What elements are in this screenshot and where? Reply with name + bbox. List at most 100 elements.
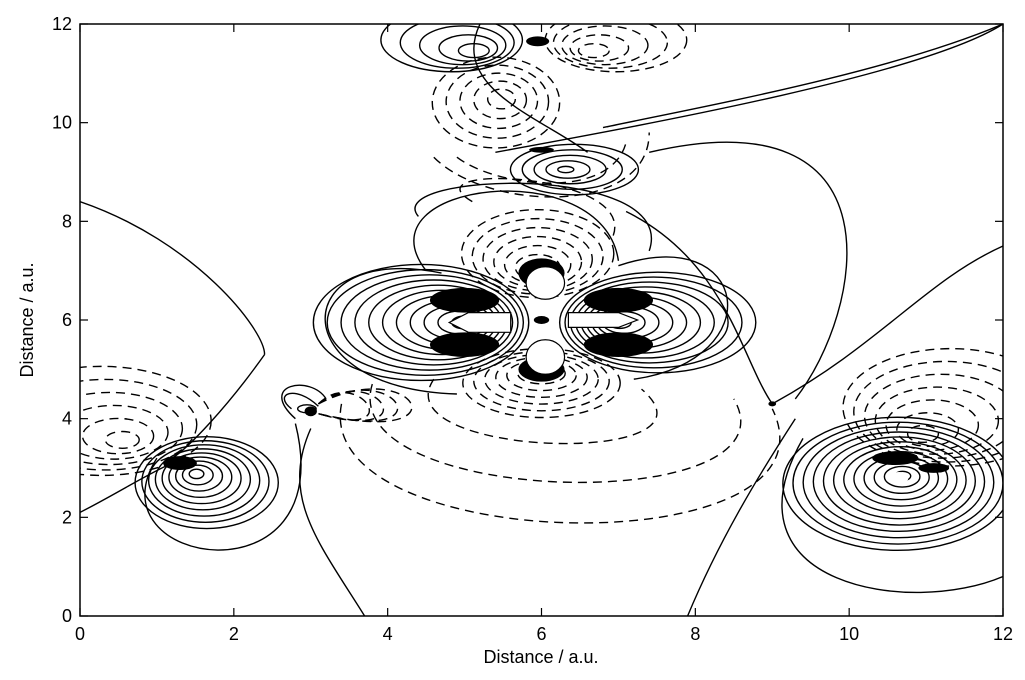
- nucleus-cusp: [533, 316, 550, 324]
- contour-small-atom: [317, 391, 370, 421]
- contour-top-atom: [577, 43, 610, 59]
- contour-right-atom: [832, 441, 967, 520]
- nucleus-cusp: [163, 456, 197, 470]
- contour-left-dashed: [80, 391, 184, 466]
- contour-boundary: [80, 462, 173, 514]
- contour-top-lobe: [493, 235, 583, 288]
- contour-boundary: [686, 418, 796, 616]
- contour-left-atom: [174, 460, 224, 492]
- y-tick-label: 6: [62, 310, 72, 330]
- contour-right-lobe: [564, 276, 743, 369]
- contour-left-dashed: [80, 365, 212, 477]
- nucleus-cusp: [918, 463, 950, 473]
- contour-right-dashed: [863, 373, 1003, 459]
- contour-mid-atom: [533, 154, 607, 185]
- contour-left-atom: [147, 444, 261, 517]
- y-tick-label: 12: [52, 14, 72, 34]
- y-tick-label: 0: [62, 606, 72, 626]
- contour-envelope: [414, 182, 653, 252]
- x-axis-title: Distance / a.u.: [483, 647, 598, 667]
- contour-mid-atom: [545, 160, 591, 179]
- contour-top-atom: [473, 80, 528, 120]
- contour-left-atom: [181, 464, 214, 486]
- y-axis: 0 2 4 6 8 10 12: [52, 14, 1003, 626]
- contour-envelope: [413, 190, 620, 272]
- y-tick-label: 2: [62, 507, 72, 527]
- contour-left-dashed: [80, 404, 169, 460]
- contour-boundary: [649, 141, 848, 400]
- contour-right-dashed: [885, 399, 980, 451]
- contour-right-atom: [812, 431, 986, 533]
- contour-small-atom: [318, 388, 413, 423]
- nucleus-cusp: [872, 451, 919, 466]
- contour-envelope: [369, 383, 742, 484]
- nucleus-cusp: [526, 36, 550, 47]
- contour-lines: [80, 24, 1003, 616]
- x-tick-label: 6: [536, 624, 546, 644]
- contour-boundary: [771, 245, 1003, 405]
- contour-top-atom: [544, 24, 688, 73]
- nucleus-cusp: [529, 146, 554, 153]
- y-tick-label: 8: [62, 211, 72, 231]
- y-axis-title: Distance / a.u.: [17, 262, 37, 377]
- contour-top-atom: [431, 56, 561, 149]
- nucleus-cusp: [429, 332, 500, 357]
- nucleus-cusp: [583, 287, 654, 313]
- y-tick-label: 4: [62, 409, 72, 429]
- contour-right-atom: [782, 416, 1003, 552]
- contour-top-atom: [380, 24, 524, 73]
- contour-mid-atom: [509, 143, 640, 196]
- contour-right-atom: [781, 438, 1003, 594]
- x-tick-label: 12: [993, 624, 1013, 644]
- contour-left-dashed: [81, 417, 155, 455]
- contour-boundary: [625, 210, 773, 405]
- contour-left-atom: [141, 440, 270, 523]
- contour-left-atom: [161, 452, 242, 505]
- x-tick-label: 8: [690, 624, 700, 644]
- contour-left-atom: [144, 423, 302, 551]
- nucleus-hole: [525, 339, 566, 375]
- contour-envelope: [427, 378, 658, 445]
- nucleus-hole: [567, 312, 640, 328]
- x-tick-label: 10: [839, 624, 859, 644]
- contour-right-atom: [843, 446, 958, 514]
- contour-bottom-lobe: [495, 356, 588, 399]
- contour-envelope: [324, 267, 457, 395]
- contour-mid-atom: [456, 142, 627, 184]
- contour-left-lobe: [354, 279, 514, 366]
- contour-bottom-lobe: [473, 350, 610, 412]
- contour-mid-atom: [495, 24, 1003, 153]
- nucleus-hole: [525, 266, 566, 300]
- contour-right-atom: [883, 465, 921, 488]
- contour-right-atom: [802, 426, 995, 539]
- contour-top-atom: [486, 88, 517, 110]
- contour-right-lobe: [558, 271, 757, 374]
- contour-top-atom: [569, 34, 630, 62]
- nucleus-hole: [889, 471, 909, 484]
- contour-mid-atom: [521, 149, 623, 190]
- contour-top-atom: [418, 25, 507, 66]
- contour-left-atom: [168, 456, 233, 499]
- x-tick-label: 4: [383, 624, 393, 644]
- contour-left-atom: [188, 468, 205, 480]
- contour-top-atom: [459, 72, 539, 130]
- contour-top-lobe: [503, 244, 572, 285]
- contour-top-atom: [561, 25, 649, 66]
- contour-right-dashed: [874, 386, 1000, 455]
- contour-right-dashed: [906, 424, 940, 444]
- contour-left-dashed: [104, 430, 140, 449]
- y-tick-label: 10: [52, 113, 72, 133]
- contour-small-atom: [281, 384, 327, 420]
- nucleus-cusp: [304, 406, 317, 417]
- contour-envelope: [618, 256, 729, 380]
- contour-mid-atom: [557, 165, 575, 174]
- contour-top-atom: [399, 24, 515, 69]
- contour-envelope: [339, 403, 781, 524]
- contour-small-atom: [283, 392, 319, 410]
- x-axis: 0 2 4 6 8 10 12: [75, 24, 1013, 644]
- nucleus-cusp: [429, 287, 500, 313]
- contour-top-atom: [552, 24, 669, 69]
- contour-boundary: [299, 428, 366, 616]
- nucleus-cusp: [768, 401, 777, 407]
